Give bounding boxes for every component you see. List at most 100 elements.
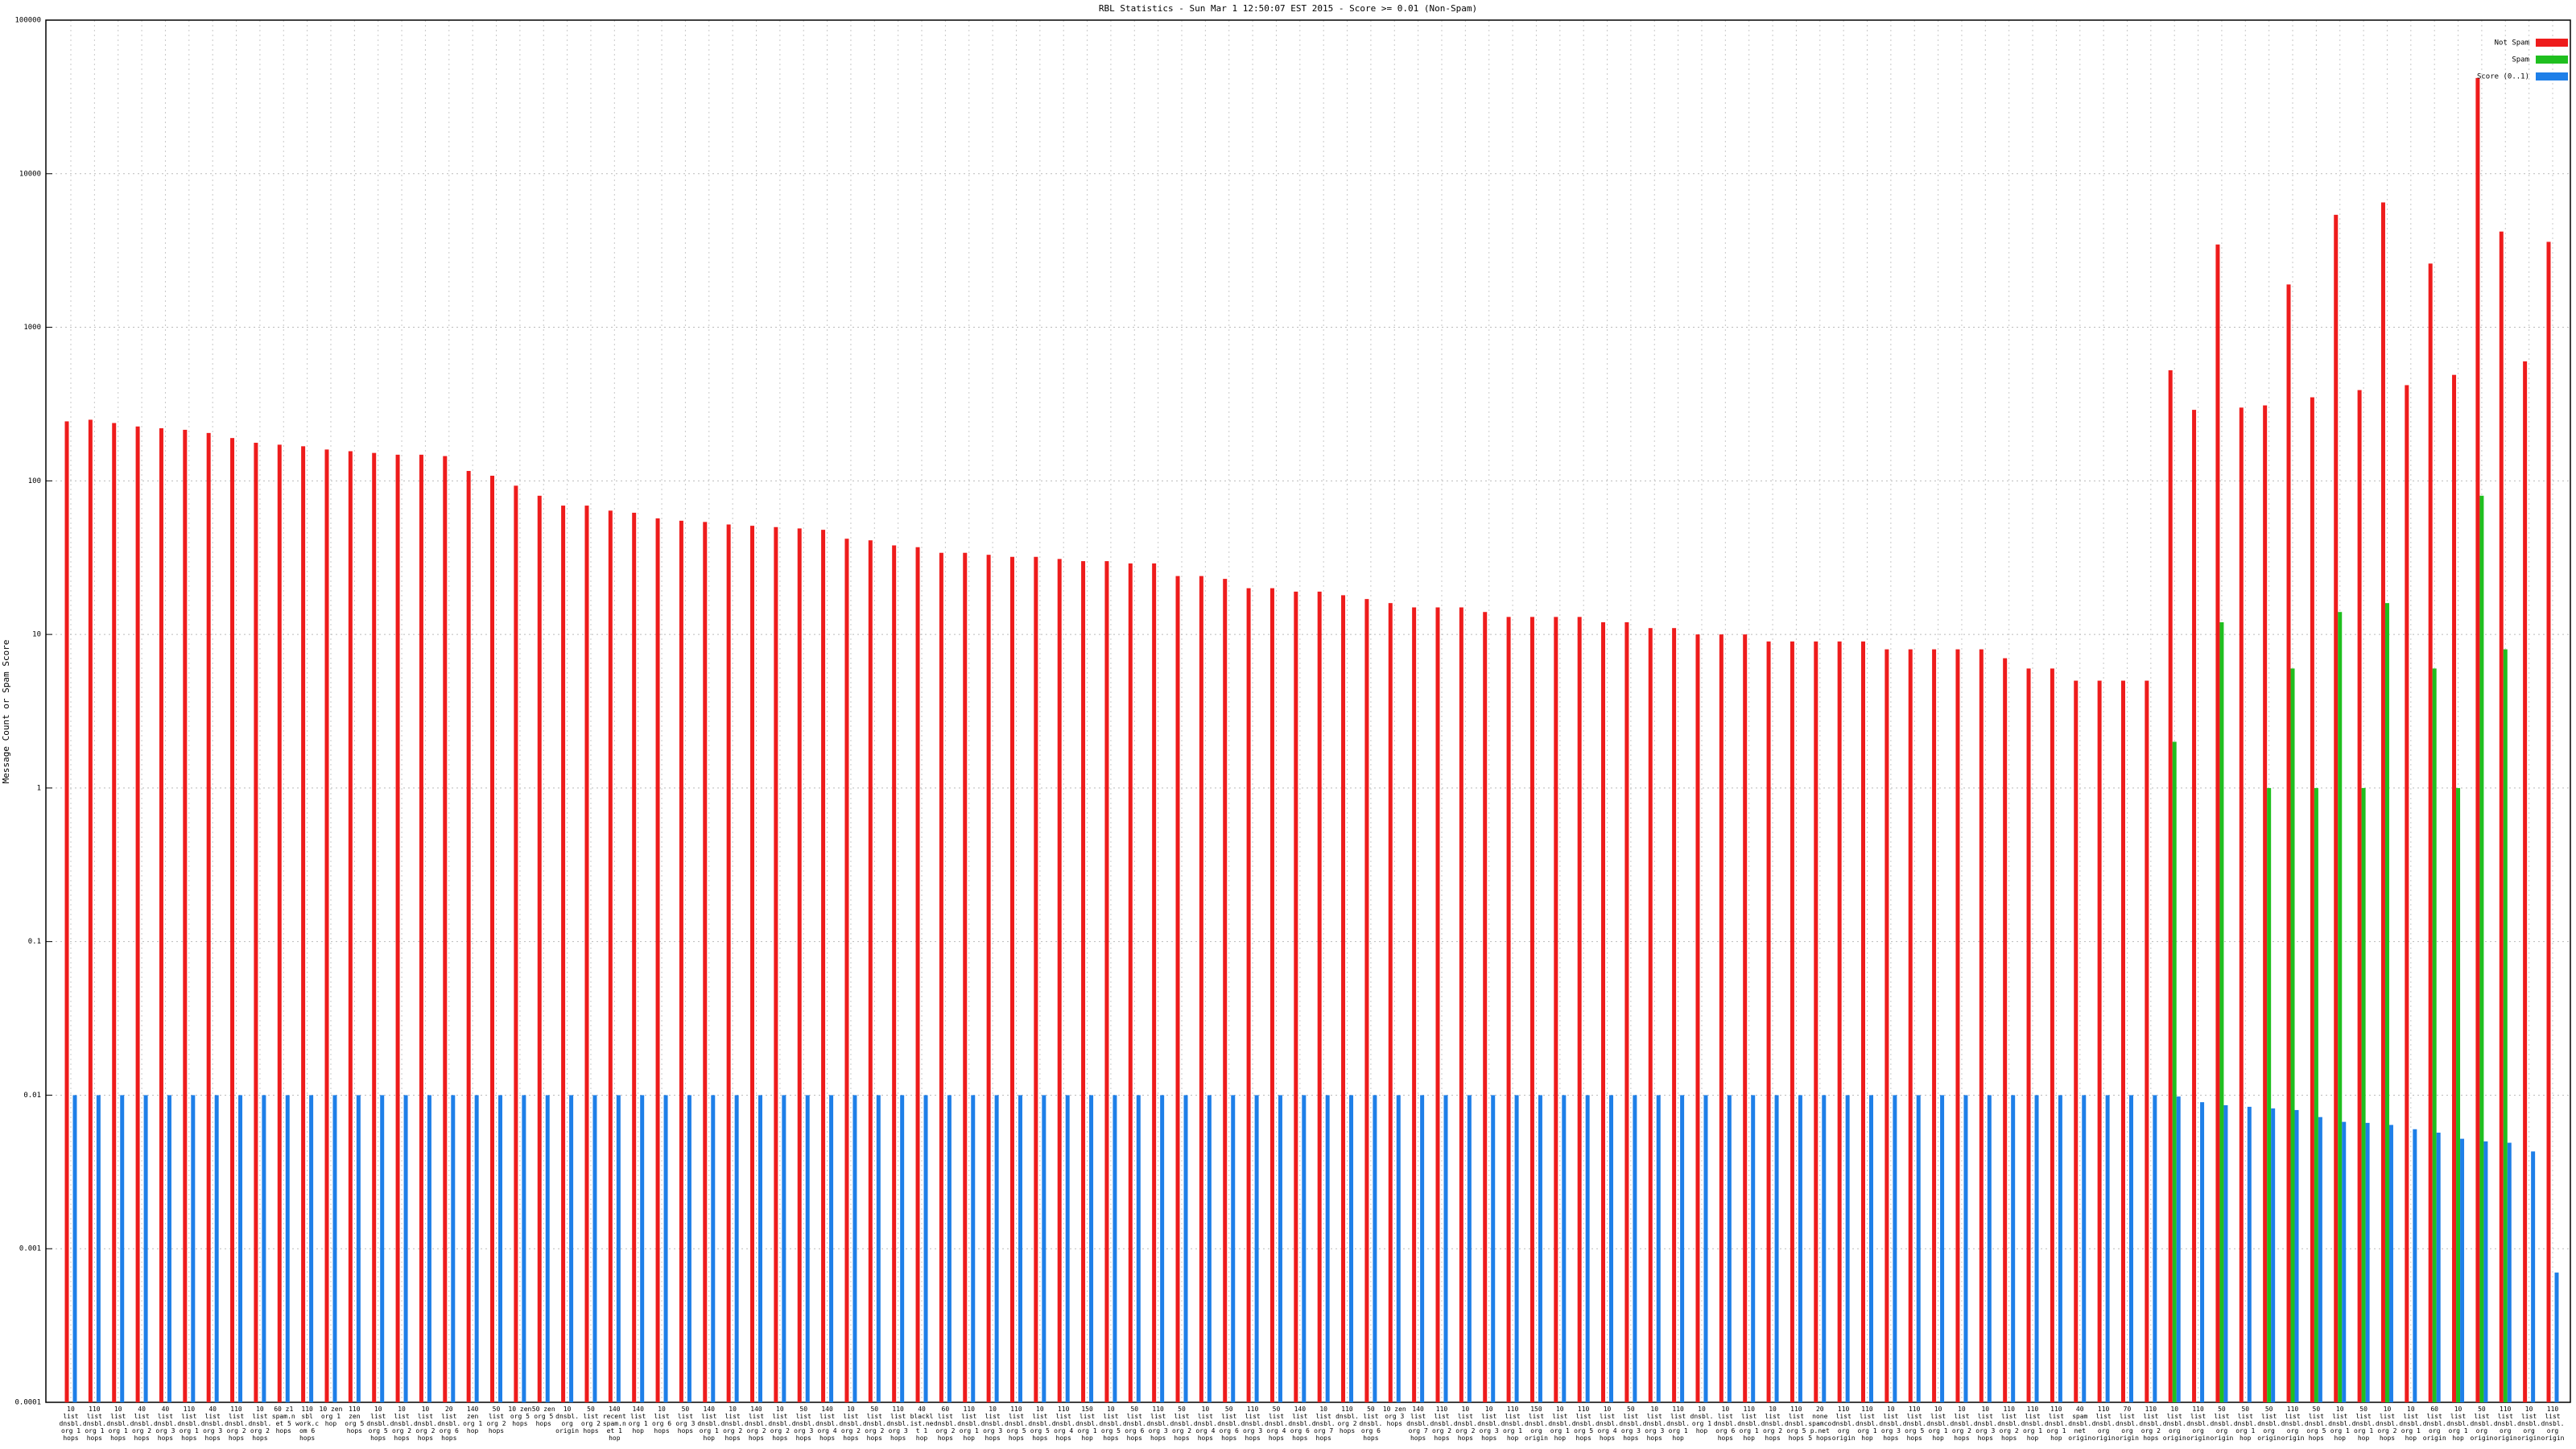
- bar: [1932, 649, 1937, 1402]
- y-tick-label: 10: [32, 631, 41, 639]
- bar: [1341, 595, 1346, 1402]
- x-tick-label: 10 list dnsbl.org 5 hops: [1028, 1406, 1052, 1442]
- bar: [514, 485, 518, 1402]
- bar: [734, 1095, 739, 1402]
- bar: [963, 552, 968, 1402]
- bar: [2388, 1125, 2393, 1402]
- y-tick-label: 1000: [23, 324, 41, 332]
- bar: [2318, 1117, 2322, 1402]
- bar: [2314, 787, 2318, 1402]
- bar: [1530, 617, 1534, 1402]
- bar: [2168, 369, 2173, 1403]
- bar: [561, 506, 566, 1402]
- bar: [1798, 1095, 1802, 1402]
- bar: [1885, 649, 1889, 1402]
- bar: [1506, 617, 1511, 1402]
- x-tick-label: 10 list dnsbl.org 1 hop: [2399, 1406, 2423, 1442]
- bar: [971, 1095, 976, 1402]
- bar: [2176, 1096, 2181, 1402]
- bar: [1562, 1095, 1567, 1402]
- y-tick-label: 0.1: [28, 938, 41, 946]
- bar: [112, 423, 117, 1402]
- x-tick-label: 20 list dnsbl.org 6 hops: [437, 1406, 461, 1442]
- x-tick-label: 110 list dnsbl.org 5 hops: [1005, 1406, 1028, 1442]
- bar: [829, 1095, 834, 1402]
- bar: [640, 1095, 645, 1402]
- x-tick-label: 10 list dnsbl.org 5 hops: [1099, 1406, 1123, 1442]
- bar: [1152, 563, 1157, 1402]
- bar: [939, 552, 943, 1402]
- bar: [285, 1095, 290, 1402]
- x-tick-label: 40 blacklist.net 1 hop: [910, 1406, 934, 1442]
- bar: [2239, 407, 2244, 1402]
- bar: [301, 446, 306, 1402]
- x-tick-label: 110 sbl work.com 6 hops: [295, 1406, 320, 1442]
- bar: [2499, 231, 2504, 1402]
- x-tick-label: 10 list dnsbl.org 3 hops: [1642, 1406, 1666, 1442]
- bar: [238, 1095, 243, 1402]
- x-tick-label: 10 list dnsbl.org 3 hops: [1973, 1406, 1997, 1442]
- bar: [206, 432, 211, 1402]
- x-tick-label: 60 list dnsbl.org origin: [2422, 1406, 2446, 1442]
- bar: [1719, 634, 1724, 1402]
- x-tick-label: 50 list dnsbl.org 4 hops: [1265, 1406, 1288, 1442]
- bar: [2432, 668, 2437, 1402]
- x-tick-label: 140 list dnsbl.org 4 hops: [815, 1406, 840, 1442]
- x-tick-label: 140 list org 1 hop: [628, 1406, 648, 1435]
- x-tick-label: 10 list dnsbl.org 2 hops: [413, 1406, 437, 1442]
- bar: [1396, 1095, 1401, 1402]
- x-tick-label: 50 list org 2 hops: [486, 1406, 506, 1435]
- bar: [466, 471, 471, 1403]
- x-tick-label: 50 list dnsbl.org origin: [2470, 1406, 2494, 1442]
- bar: [1940, 1095, 1945, 1402]
- bar: [947, 1095, 952, 1402]
- x-tick-label: 110 dnsbl.org 2 hops: [1335, 1406, 1359, 1435]
- x-tick-label: 110 list dnsbl.org 3 hops: [886, 1406, 910, 1442]
- x-tick-label: 110 list dnsbl.org 5 hops: [1902, 1406, 1926, 1442]
- bar: [2290, 668, 2295, 1402]
- bar: [1963, 1095, 1968, 1402]
- x-tick-label: 50 list dnsbl.org 2 hops: [1170, 1406, 1194, 1442]
- bar: [821, 530, 826, 1402]
- bar: [2263, 405, 2268, 1403]
- bar: [1018, 1095, 1022, 1402]
- bar: [2219, 622, 2224, 1402]
- x-tick-label: 10 list dnsbl.org 3 hops: [1879, 1406, 1903, 1442]
- x-tick-label: 10 list dnsbl.org 1 hop: [1548, 1406, 1572, 1442]
- bar: [2452, 374, 2457, 1402]
- x-tick-label: 10 list dnsbl.org 4 hops: [1193, 1406, 1217, 1442]
- y-tick-label: 0.001: [19, 1245, 41, 1253]
- x-tick-label: 110 list dnsbl.org 1 hop: [2044, 1406, 2068, 1442]
- bar: [2294, 1109, 2299, 1402]
- bar: [1412, 607, 1417, 1402]
- bar: [852, 1095, 857, 1402]
- bar: [262, 1095, 266, 1402]
- x-tick-label: 110 list dnsbl.org origin: [2186, 1406, 2211, 1442]
- bar: [844, 539, 849, 1402]
- x-tick-label: 10 list dnsbl.org 2 hops: [1761, 1406, 1785, 1442]
- bar: [1388, 603, 1393, 1402]
- bar: [892, 545, 897, 1403]
- bar: [2479, 495, 2484, 1403]
- x-tick-label: 60 z1 spam.net 5 hops: [271, 1406, 295, 1435]
- bar: [2172, 741, 2177, 1402]
- x-tick-label: 110 list dnsbl.org origin: [2281, 1406, 2305, 1442]
- bar: [2050, 668, 2054, 1402]
- bar: [1223, 579, 1228, 1402]
- x-tick-label: 10 list dnsbl.org 2 hops: [2376, 1406, 2399, 1442]
- x-tick-label: 10 list dnsbl.org 1 hop: [2446, 1406, 2470, 1442]
- bar: [782, 1095, 786, 1402]
- bar: [569, 1095, 574, 1402]
- x-tick-label: 110 list dnsbl.org 3 hops: [1146, 1406, 1170, 1442]
- bar: [545, 1095, 550, 1402]
- bar: [2361, 787, 2366, 1402]
- y-tick-label: 100000: [14, 17, 41, 25]
- bar: [72, 1095, 77, 1402]
- bar: [1034, 556, 1038, 1402]
- x-tick-label: 10 zen org 5 hops: [508, 1406, 532, 1427]
- x-tick-label: 50 list dnsbl.org 3 hops: [791, 1406, 815, 1442]
- x-tick-label: 50 list dnsbl.org 6 hops: [1122, 1406, 1146, 1442]
- x-tick-label: 10 list dnsbl.org 2 hops: [1950, 1406, 1974, 1442]
- bar: [2003, 658, 2008, 1402]
- bar: [2120, 680, 2125, 1402]
